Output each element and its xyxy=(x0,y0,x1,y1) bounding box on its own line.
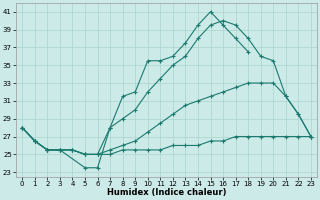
X-axis label: Humidex (Indice chaleur): Humidex (Indice chaleur) xyxy=(107,188,226,197)
